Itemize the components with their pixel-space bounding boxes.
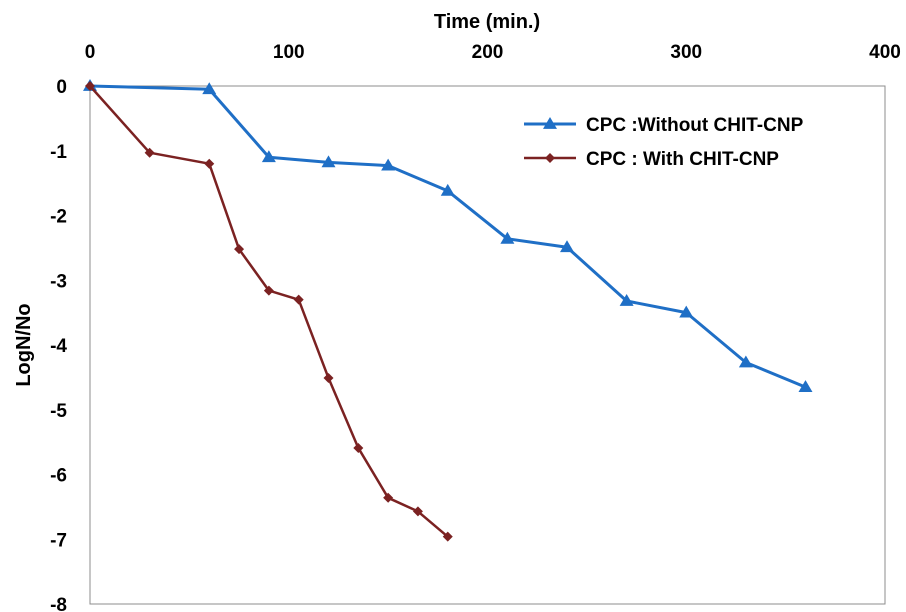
y-tick-label: -8 [50, 595, 67, 612]
data-point-triangle [738, 355, 753, 368]
data-point-diamond [85, 81, 95, 91]
series-2 [85, 81, 453, 542]
legend-label: CPC : With CHIT-CNP [586, 149, 779, 170]
data-point-triangle [560, 240, 574, 253]
data-point-diamond [293, 294, 304, 305]
data-point-triangle [381, 158, 396, 171]
x-tick-label: 0 [85, 42, 96, 63]
data-point-triangle [798, 380, 813, 392]
x-tick-label: 100 [273, 42, 305, 63]
data-point-diamond [234, 244, 245, 255]
data-point-diamond [383, 492, 394, 503]
plot-area [89, 85, 886, 605]
y-tick-label: 0 [56, 77, 67, 98]
data-point-triangle [440, 183, 455, 196]
data-point-triangle [500, 231, 515, 244]
legend: CPC :Without CHIT-CNP CPC : With CHIT-CNP [524, 115, 804, 170]
y-tick-label: -2 [50, 207, 67, 228]
y-tick-label: -7 [50, 530, 67, 551]
data-point-diamond [144, 147, 155, 158]
data-point-triangle [679, 305, 694, 318]
y-tick-label: -4 [50, 336, 67, 357]
series-line [89, 84, 807, 389]
x-tick-label: 200 [472, 42, 504, 63]
y-tick-label: -1 [50, 142, 67, 163]
data-point-diamond [263, 285, 274, 296]
series-layer [83, 79, 813, 542]
legend-label: CPC :Without CHIT-CNP [586, 115, 804, 136]
data-point-triangle [543, 117, 557, 129]
y-tick-labels: 0 -1 -2 -3 -4 -5 -6 -7 -8 [50, 77, 67, 612]
legend-item-1: CPC :Without CHIT-CNP [524, 115, 804, 136]
data-point-triangle [202, 82, 217, 95]
y-tick-label: -6 [50, 466, 67, 487]
data-point-diamond [412, 506, 423, 517]
x-axis-title: Time (min.) [434, 11, 540, 33]
y-axis-title: LogN/No [13, 303, 35, 386]
data-point-triangle [261, 150, 276, 163]
y-tick-label: -3 [50, 271, 67, 292]
data-point-diamond [545, 153, 555, 163]
data-point-diamond [204, 158, 215, 169]
x-tick-label: 300 [670, 42, 702, 63]
data-point-diamond [323, 373, 334, 384]
data-point-triangle [619, 293, 634, 306]
y-tick-label: -5 [50, 401, 67, 422]
data-point-triangle [321, 155, 336, 168]
x-tick-label: 400 [869, 42, 901, 63]
legend-item-2: CPC : With CHIT-CNP [524, 149, 779, 170]
data-point-diamond [353, 442, 364, 453]
data-point-diamond [442, 531, 453, 542]
x-tick-labels: 0 100 200 300 400 [85, 42, 901, 63]
series-1 [83, 79, 813, 392]
